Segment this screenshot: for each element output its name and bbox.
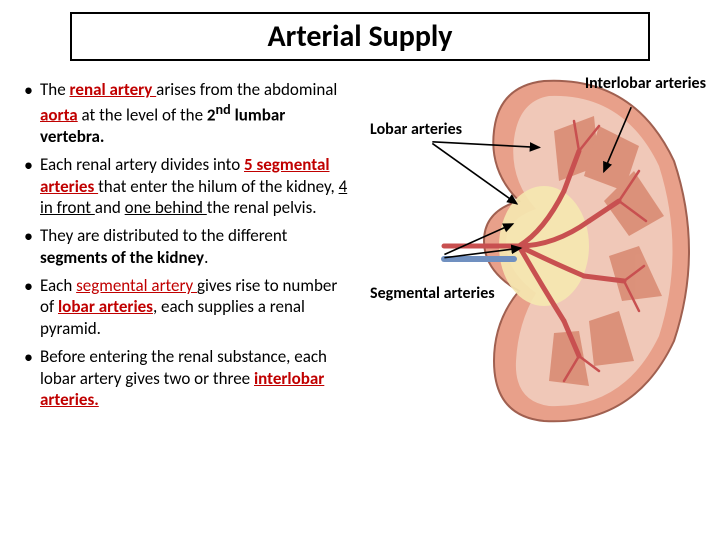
label-lobar: Lobar arteries: [370, 121, 462, 139]
text: the renal pelvis.: [207, 197, 317, 218]
text: and: [95, 197, 125, 218]
label-text: Interlobar arteries: [585, 74, 706, 93]
label-text: Lobar arteries: [370, 120, 462, 139]
text: nd: [216, 101, 231, 118]
text: 2: [207, 104, 216, 125]
term-segmental-artery: segmental artery: [76, 275, 197, 296]
page-title: Arterial Supply: [267, 18, 452, 55]
content-row: The renal artery arises from the abdomin…: [18, 79, 702, 417]
term-renal-artery: renal artery: [70, 79, 157, 100]
kidney-diagram: [424, 71, 704, 431]
text: at the level of the: [78, 104, 207, 125]
bullet-list: The renal artery arises from the abdomin…: [18, 79, 348, 411]
text: that enter the hilum of the kidney,: [98, 176, 338, 197]
bullet-4: Each segmental artery gives rise to numb…: [18, 275, 348, 340]
text: Each renal artery divides into: [40, 154, 244, 175]
text: arises from the abdominal: [156, 79, 337, 100]
text: Each: [40, 275, 76, 296]
bullet-3: They are distributed to the different se…: [18, 225, 348, 269]
text: They are distributed to the different: [40, 225, 287, 246]
label-text: Segmental arteries: [370, 284, 495, 303]
term-lobar: lobar arteries: [58, 296, 153, 317]
text: The: [40, 79, 70, 100]
text: .: [204, 247, 208, 268]
label-segmental: Segmental arteries: [370, 285, 495, 303]
bullet-5: Before entering the renal substance, eac…: [18, 346, 348, 411]
bullet-2: Each renal artery divides into 5 segment…: [18, 154, 348, 219]
bullet-1: The renal artery arises from the abdomin…: [18, 79, 348, 148]
text: one behind: [125, 197, 207, 218]
text: segments of the kidney: [40, 247, 204, 268]
label-interlobar: Interlobar arteries: [585, 75, 706, 93]
term-aorta: aorta: [40, 104, 78, 125]
title-box: Arterial Supply: [70, 12, 650, 61]
bullet-column: The renal artery arises from the abdomin…: [18, 79, 356, 417]
diagram-column: Lobar arteries Interlobar arteries Segme…: [364, 79, 702, 417]
